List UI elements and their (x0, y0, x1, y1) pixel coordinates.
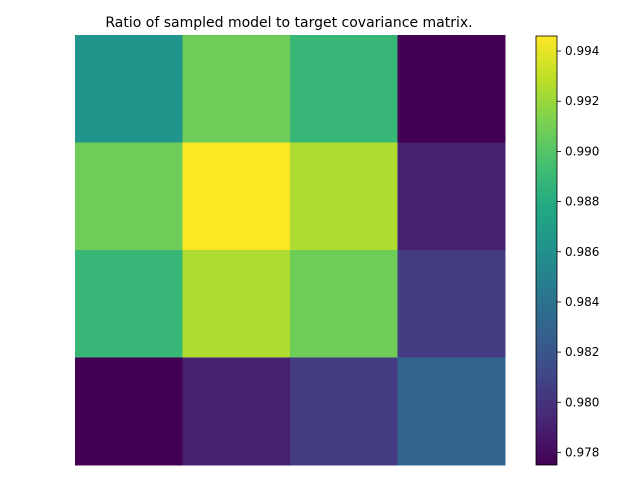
colorbar-tick-label: 0.982 (565, 345, 599, 359)
chart-title: Ratio of sampled model to target covaria… (105, 15, 472, 31)
heatmap-cell-r1-c2 (290, 142, 398, 251)
colorbar-tick-label: 0.978 (565, 445, 599, 459)
heatmap-cells (75, 35, 506, 466)
heatmap-cell-r2-c1 (182, 250, 291, 358)
heatmap-cell-r2-c2 (290, 250, 398, 358)
colorbar-tick-label: 0.986 (565, 245, 599, 259)
colorbar-tick-label: 0.984 (565, 295, 599, 309)
colorbar-tick-label: 0.994 (565, 44, 599, 58)
heatmap-cell-r3-c1 (182, 357, 291, 466)
heatmap-cell-r3-c2 (290, 357, 398, 466)
heatmap-cell-r3-c0 (75, 357, 183, 466)
heatmap-cell-r1-c1 (182, 142, 291, 251)
heatmap-cell-r0-c0 (75, 35, 183, 143)
heatmap-cell-r2-c0 (75, 250, 183, 358)
colorbar (535, 35, 558, 466)
heatmap-cell-r0-c1 (182, 35, 291, 143)
colorbar-ticks: 0.978 0.980 0.982 0.984 0.986 0.988 0.990 0.992… (557, 44, 599, 459)
colorbar-tick-label: 0.988 (565, 195, 599, 209)
heatmap-cell-r0-c3 (397, 35, 506, 143)
colorbar-tick-label: 0.980 (565, 395, 599, 409)
heatmap-cell-r1-c0 (75, 142, 183, 251)
heatmap-cell-r3-c3 (397, 357, 506, 466)
colorbar-tick-label: 0.990 (565, 144, 599, 158)
heatmap-cell-r1-c3 (397, 142, 506, 251)
heatmap-cell-r2-c3 (397, 250, 506, 358)
heatmap-cell-r0-c2 (290, 35, 398, 143)
colorbar-tick-label: 0.992 (565, 94, 599, 108)
